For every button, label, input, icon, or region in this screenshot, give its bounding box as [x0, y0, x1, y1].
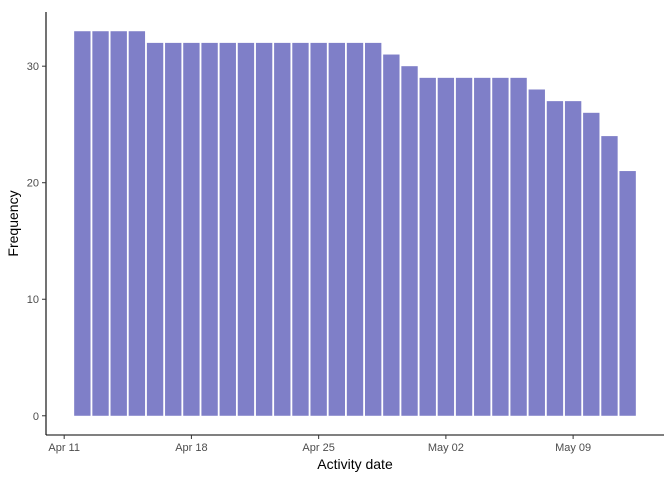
bar — [292, 42, 309, 416]
bar — [146, 42, 164, 416]
bar — [237, 42, 255, 416]
bar — [365, 42, 382, 416]
bar — [564, 101, 582, 416]
bar — [492, 77, 509, 416]
bar — [474, 77, 491, 416]
bar — [455, 77, 473, 416]
bars-group — [74, 31, 636, 416]
bar — [328, 42, 345, 416]
y-axis-ticks: 0 10 20 30 — [27, 61, 46, 423]
bar — [74, 31, 91, 416]
bar — [92, 31, 109, 416]
bar — [310, 42, 327, 416]
y-axis-title: Frequency — [5, 190, 21, 256]
x-axis-ticks: Apr 11 Apr 18 Apr 25 May 02 May 09 — [48, 435, 591, 454]
x-axis-title: Activity date — [317, 456, 393, 472]
bar — [110, 31, 127, 416]
bar — [201, 42, 218, 416]
bar — [528, 89, 545, 416]
y-tick-label: 20 — [27, 178, 39, 190]
x-tick-label: Apr 18 — [175, 442, 207, 454]
bar — [437, 77, 455, 416]
bar — [255, 42, 273, 416]
y-tick-label: 10 — [27, 294, 39, 306]
bar — [128, 31, 146, 416]
bar — [183, 42, 200, 416]
bar — [383, 54, 400, 416]
x-tick-label: May 09 — [555, 442, 591, 454]
bar — [274, 42, 291, 416]
bar — [510, 77, 527, 416]
bar — [219, 42, 236, 416]
bar — [546, 101, 564, 416]
y-tick-label: 30 — [27, 61, 39, 73]
y-tick-label: 0 — [33, 411, 39, 423]
bar — [346, 42, 364, 416]
bar — [619, 171, 636, 416]
x-tick-label: Apr 25 — [302, 442, 334, 454]
bar — [601, 136, 618, 416]
x-tick-label: May 02 — [428, 442, 464, 454]
bar — [583, 112, 600, 416]
x-tick-label: Apr 11 — [48, 442, 80, 454]
bar — [401, 66, 418, 416]
bar — [165, 42, 182, 416]
bar — [419, 77, 436, 416]
